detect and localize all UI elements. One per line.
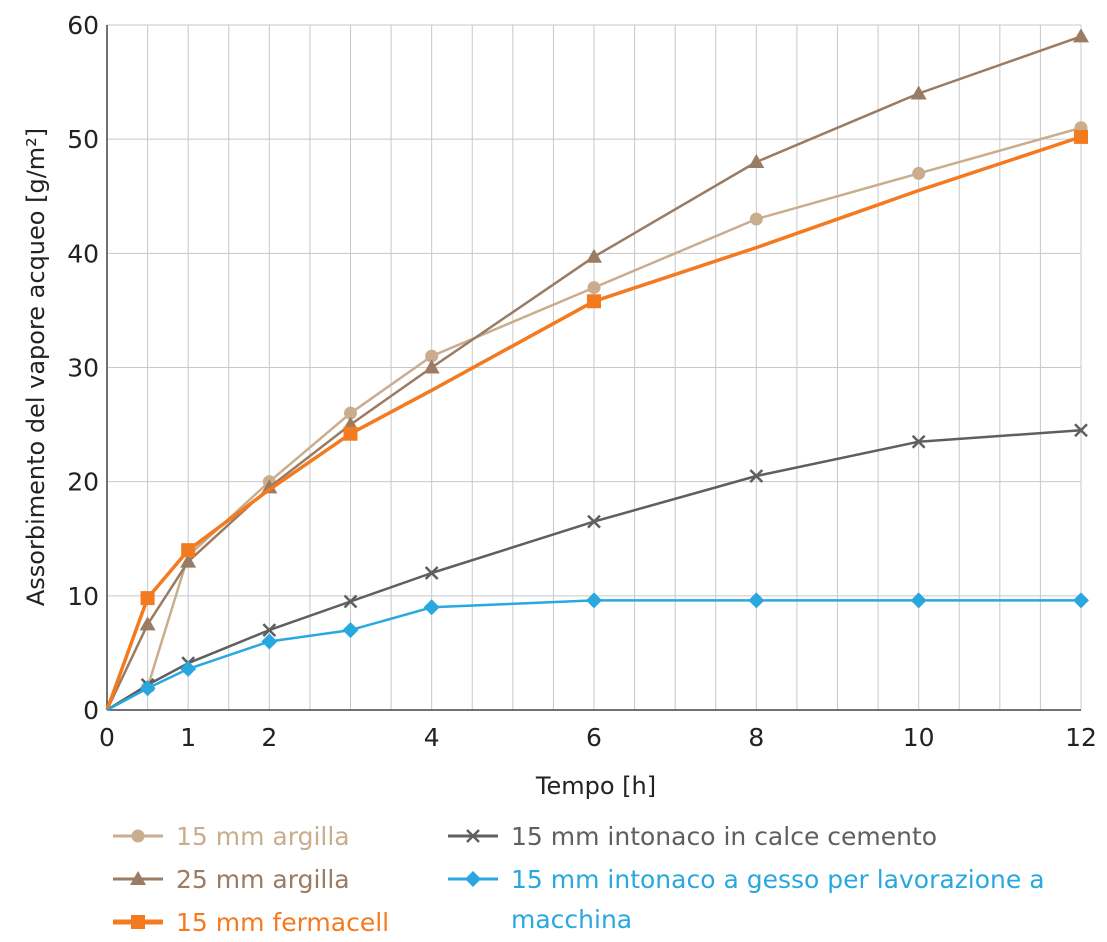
data-series — [105, 28, 1089, 712]
data-point-x — [1074, 423, 1088, 438]
x-tick-label: 4 — [424, 723, 440, 752]
data-point-x — [262, 623, 277, 637]
data-point-square — [587, 294, 601, 309]
data-point-circle — [749, 212, 763, 226]
legend-label: macchina — [511, 905, 632, 934]
legend-label: 25 mm argilla — [176, 865, 350, 894]
data-point-x — [466, 829, 480, 843]
data-point-diamond — [342, 622, 359, 639]
data-point-x — [587, 514, 601, 529]
data-point-triangle — [139, 616, 156, 631]
data-point-diamond — [465, 871, 481, 887]
axes — [106, 25, 1081, 711]
series-line — [105, 35, 1082, 711]
data-point-circle — [344, 406, 357, 420]
series-line — [105, 135, 1082, 711]
data-point-diamond — [180, 660, 197, 677]
data-point-triangle — [130, 871, 146, 885]
data-point-square — [181, 543, 196, 558]
data-point-x — [749, 469, 764, 483]
legend-label: 15 mm intonaco in calce cemento — [511, 822, 937, 851]
y-tick-label: 50 — [67, 125, 99, 154]
y-axis-title: Assorbimento del vapore acqueo [g/m²] — [22, 128, 50, 606]
series-circle — [106, 121, 1088, 712]
y-tick-label: 60 — [67, 11, 99, 40]
legend-item: 15 mm argilla — [113, 822, 350, 851]
data-point-triangle — [910, 85, 927, 100]
grid-lines — [106, 24, 1082, 711]
data-point-x — [911, 434, 926, 449]
data-point-triangle — [748, 154, 765, 168]
data-point-diamond — [910, 592, 927, 609]
series-diamond — [106, 592, 1089, 712]
data-point-diamond — [1073, 592, 1089, 609]
series-line — [106, 599, 1081, 712]
data-point-circle — [587, 281, 601, 295]
x-axis-title: Tempo [h] — [535, 772, 656, 800]
data-point-circle — [912, 166, 926, 180]
y-tick-labels: 0 10 20 30 40 50 60 — [67, 11, 99, 725]
data-point-square — [343, 426, 358, 441]
data-point-x — [424, 566, 439, 580]
x-tick-label: 2 — [261, 723, 277, 752]
data-point-diamond — [586, 592, 602, 609]
data-point-x — [343, 594, 358, 609]
legend-item: 15 mm intonaco a gesso per lavorazione a… — [448, 865, 1045, 934]
data-point-triangle — [423, 359, 440, 374]
x-tick-label: 6 — [586, 723, 602, 752]
data-point-circle — [425, 349, 439, 363]
data-point-triangle — [1073, 28, 1089, 43]
y-tick-label: 20 — [67, 468, 99, 497]
series-x — [106, 423, 1088, 712]
legend-item: 25 mm argilla — [113, 865, 350, 894]
data-point-diamond — [261, 633, 278, 650]
legend-item: 15 mm intonaco in calce cemento — [448, 822, 937, 851]
legend-label: 15 mm intonaco a gesso per lavorazione a — [511, 865, 1045, 894]
data-point-square — [131, 915, 145, 929]
y-tick-label: 30 — [67, 354, 99, 383]
series-square — [105, 129, 1088, 711]
legend: 15 mm argilla 25 mm argilla 15 mm fermacel… — [113, 822, 1045, 937]
y-tick-label: 10 — [67, 582, 99, 611]
y-tick-label: 40 — [67, 239, 99, 268]
data-point-circle — [131, 829, 145, 843]
series-line — [106, 126, 1082, 712]
series-triangle — [105, 28, 1089, 711]
legend-label: 15 mm fermacell — [176, 908, 389, 937]
data-point-square — [140, 591, 155, 606]
data-point-diamond — [139, 680, 156, 697]
data-point-diamond — [423, 599, 440, 616]
x-tick-label: 8 — [748, 723, 764, 752]
x-tick-label: 10 — [903, 723, 935, 752]
data-point-square — [1074, 129, 1088, 144]
x-tick-label: 0 — [99, 723, 115, 752]
series-line — [106, 429, 1082, 712]
data-point-triangle — [586, 248, 602, 263]
data-point-triangle — [180, 553, 197, 568]
legend-item: 15 mm fermacell — [113, 908, 389, 937]
x-tick-labels: 0 1 2 4 6 8 10 12 — [99, 723, 1097, 752]
data-point-triangle — [261, 479, 278, 494]
x-tick-label: 1 — [180, 723, 196, 752]
y-tick-label: 0 — [83, 696, 99, 725]
legend-label: 15 mm argilla — [176, 822, 350, 851]
data-point-diamond — [748, 592, 765, 609]
x-tick-label: 12 — [1065, 723, 1097, 752]
